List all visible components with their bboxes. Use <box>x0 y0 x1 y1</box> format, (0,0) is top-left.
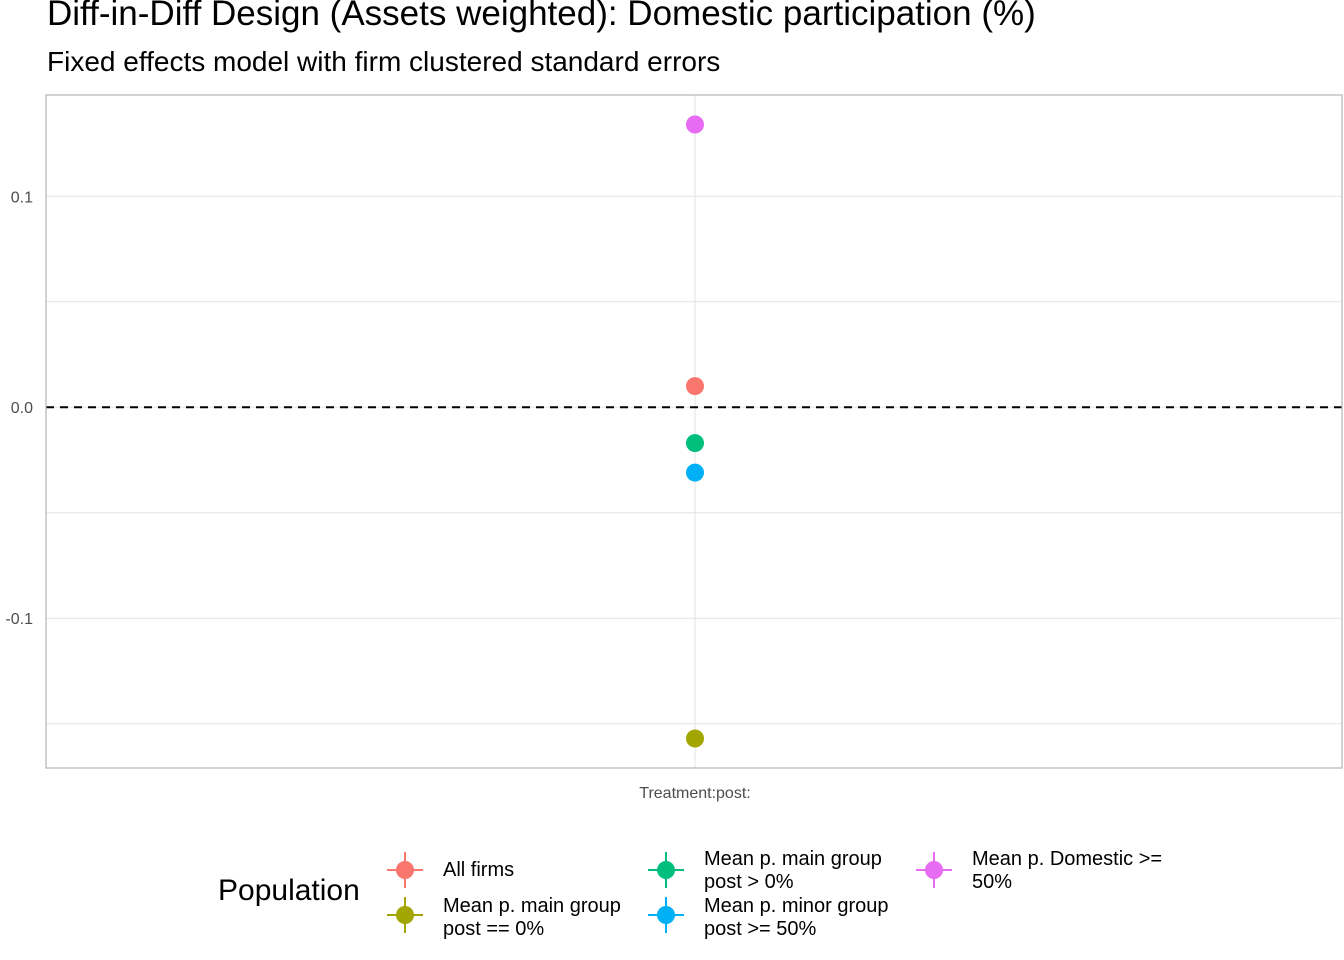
data-point <box>686 463 704 482</box>
legend-key <box>648 897 684 933</box>
legend-title: Population <box>218 874 360 907</box>
y-tick-label: 0.1 <box>11 189 33 206</box>
axes: -0.1 0.0 0.1 Treatment:post: <box>5 94 1343 802</box>
legend-key-point <box>396 861 414 879</box>
legend-label: Mean p. minor group post >= 50% <box>704 895 889 940</box>
legend-key <box>387 897 423 933</box>
legend-key-point <box>396 906 414 924</box>
data-point <box>686 729 704 748</box>
x-tick-label: Treatment:post: <box>639 785 750 802</box>
data-points <box>686 115 704 748</box>
legend-key-point <box>657 906 675 924</box>
chart-subtitle: Fixed effects model with firm clustered … <box>47 46 721 77</box>
data-point <box>686 115 704 134</box>
chart-title: Diff-in-Diff Design (Assets weighted): D… <box>47 0 1036 33</box>
panel-border <box>45 94 1343 769</box>
data-point <box>686 377 704 396</box>
legend-key <box>648 852 684 888</box>
y-tick-label: 0.0 <box>11 400 33 417</box>
legend-key-point <box>657 861 675 879</box>
gridlines <box>46 95 1342 768</box>
legend-label: Mean p. main group post == 0% <box>443 895 621 940</box>
y-tick-label: -0.1 <box>5 611 33 628</box>
legend-key-point <box>925 861 943 879</box>
legend-key <box>916 852 952 888</box>
plot-area: -0.1 0.0 0.1 Treatment:post: <box>5 94 1343 802</box>
legend-label: All firms <box>443 859 515 881</box>
legend-label: Mean p. main group post > 0% <box>704 848 882 893</box>
legend-label: Mean p. Domestic >= 50% <box>972 848 1163 893</box>
data-point <box>686 434 704 453</box>
legend-key <box>387 852 423 888</box>
